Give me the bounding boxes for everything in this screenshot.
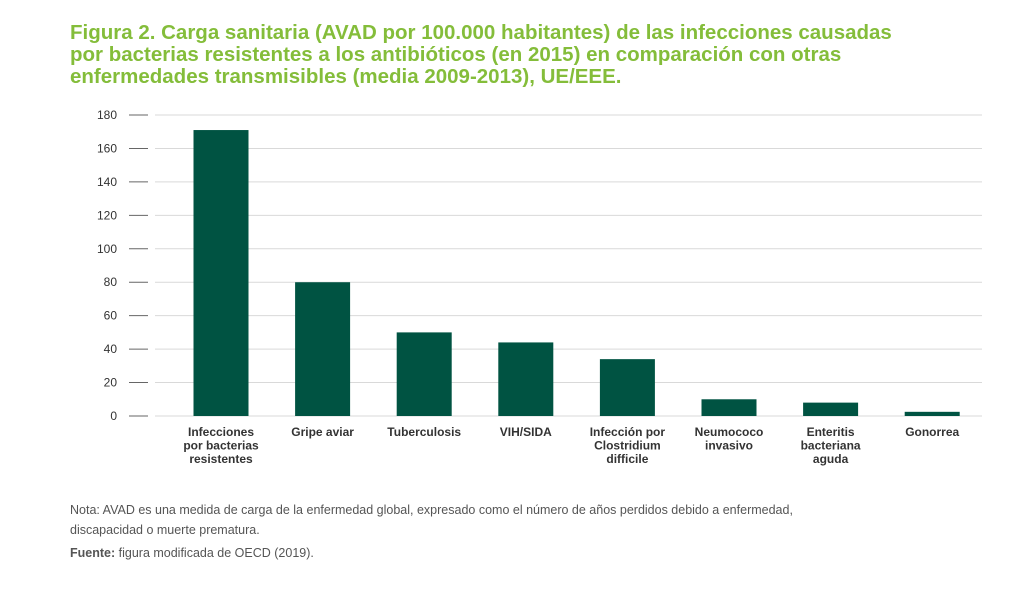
bar: [599, 359, 655, 416]
title-line: enfermedades transmisibles (media 2009-2…: [70, 65, 622, 88]
y-tick-label: 0: [110, 409, 117, 423]
x-tick-label: Gripe aviar: [291, 425, 354, 439]
note-line: Nota: AVAD es una medida de carga de la …: [70, 503, 793, 517]
chart-note: Nota: AVAD es una medida de carga de la …: [70, 500, 970, 563]
x-tick-label: difficile: [606, 452, 648, 466]
x-tick-label: Enteritis: [807, 425, 855, 439]
y-tick-label: 120: [97, 208, 117, 222]
note-line: discapacidad o muerte prematura.: [70, 523, 260, 537]
x-tick-label: aguda: [813, 452, 849, 466]
bar: [803, 402, 859, 416]
bar: [701, 399, 757, 416]
source-label: Fuente:: [70, 546, 116, 560]
x-tick-label: por bacterias: [183, 439, 259, 453]
bar: [396, 332, 452, 416]
bar: [904, 411, 960, 416]
y-tick-label: 140: [97, 175, 117, 189]
bar: [295, 282, 351, 416]
y-tick-label: 20: [104, 376, 118, 390]
x-tick-label: Gonorrea: [905, 425, 959, 439]
y-tick-label: 180: [97, 108, 117, 122]
x-tick-label: Infección por: [590, 425, 666, 439]
x-tick-label: Neumococo: [695, 425, 764, 439]
source-text: figura modificada de OECD (2019).: [118, 546, 314, 560]
x-tick-label: resistentes: [189, 452, 253, 466]
bar: [498, 342, 554, 416]
title-line: Figura 2. Carga sanitaria (AVAD por 100.…: [70, 21, 892, 44]
y-tick-label: 40: [104, 342, 118, 356]
x-tick-label: bacteriana: [801, 439, 861, 453]
y-tick-label: 160: [97, 141, 117, 155]
y-tick-label: 60: [104, 309, 118, 323]
x-tick-label: VIH/SIDA: [500, 425, 552, 439]
source-line: Fuente: figura modificada de OECD (2019)…: [70, 543, 970, 563]
title-line: por bacterias resistentes a los antibiót…: [70, 43, 842, 66]
x-tick-label: Clostridium: [594, 439, 661, 453]
bar: [193, 130, 249, 417]
chart-title: Figura 2. Carga sanitaria (AVAD por 100.…: [70, 22, 970, 88]
x-tick-label: Infecciones: [188, 425, 254, 439]
x-tick-label: Tuberculosis: [387, 425, 461, 439]
y-tick-label: 80: [104, 275, 118, 289]
y-tick-label: 100: [97, 242, 117, 256]
x-tick-label: invasivo: [705, 439, 753, 453]
